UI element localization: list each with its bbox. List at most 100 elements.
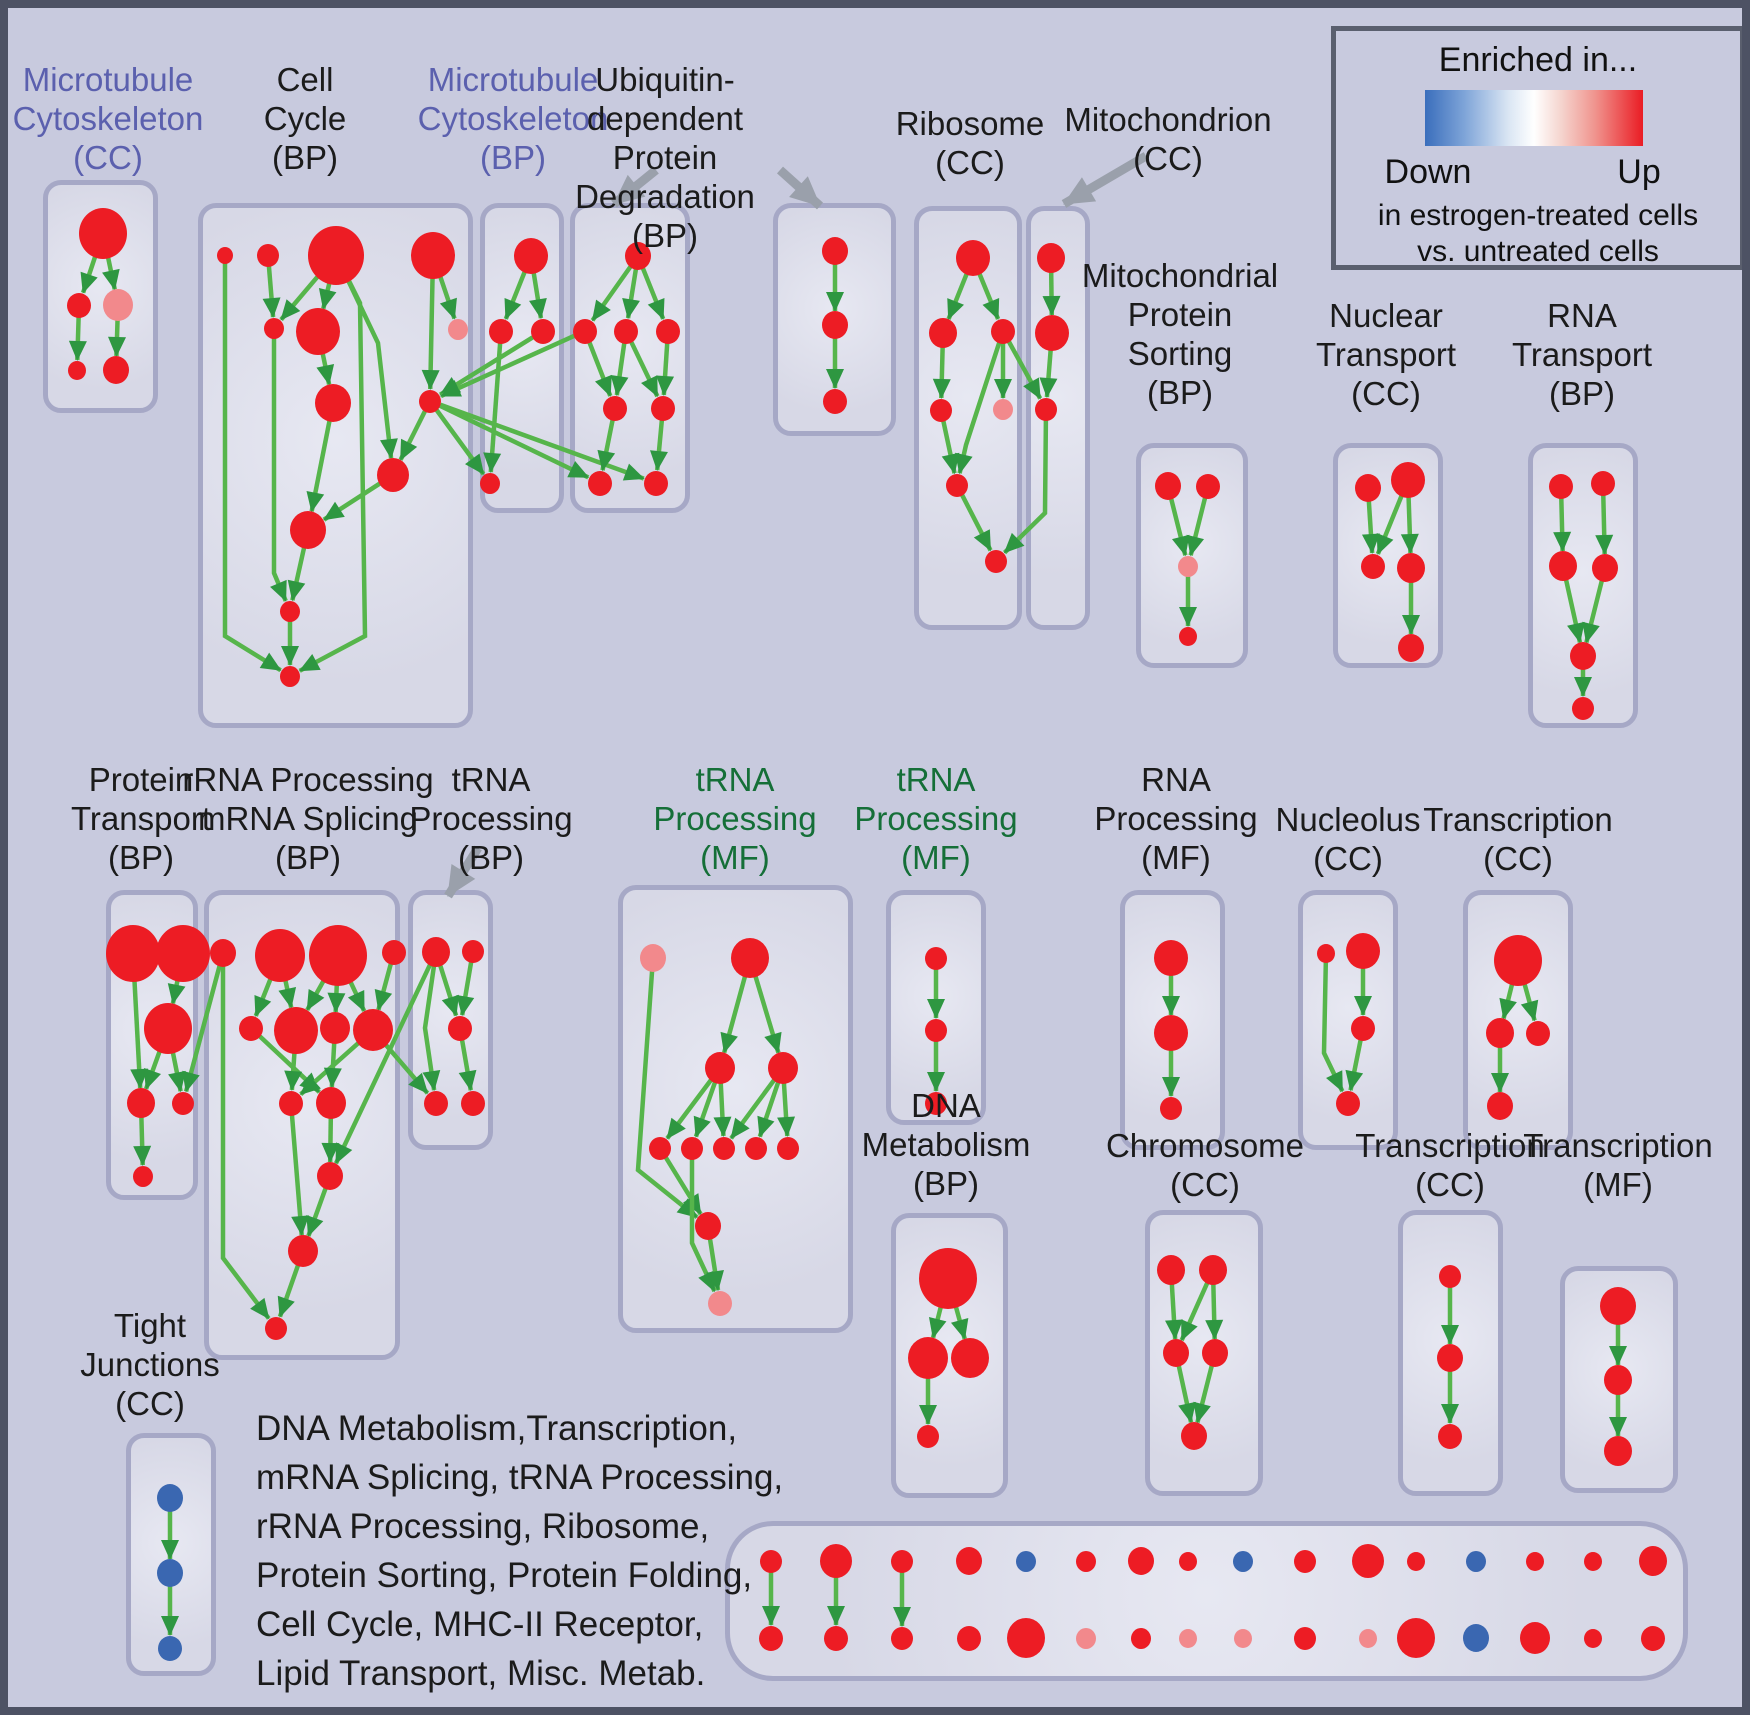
go-term-node-rr-11 — [288, 1235, 318, 1267]
go-term-node-cc-11 — [280, 600, 300, 622]
edge-arrow — [1186, 497, 1208, 557]
go-term-node-tm-3 — [768, 1052, 798, 1084]
group-label-pt: Protein Transport (BP) — [71, 761, 211, 876]
edge-arrow — [456, 961, 475, 1017]
edge-arrow — [1321, 961, 1345, 1093]
go-term-node-cc-10 — [290, 511, 326, 549]
go-term-node-mi-4 — [1016, 1550, 1036, 1572]
group-label-nt: Nuclear Transport (CC) — [1316, 297, 1456, 412]
edge-arrow — [262, 265, 281, 319]
edge-arrow — [1595, 494, 1614, 556]
edge-arrow — [1205, 1283, 1224, 1341]
edge-arrow — [287, 547, 307, 602]
go-term-node-rb-3 — [930, 398, 952, 422]
edge-arrow — [440, 333, 575, 399]
go-term-node-tm-0 — [640, 944, 666, 972]
go-term-node-rt-4 — [1570, 642, 1596, 670]
edge-arrow — [1499, 982, 1517, 1020]
go-term-node-mi-28 — [1463, 1624, 1489, 1652]
go-term-node-tb-0 — [422, 937, 450, 967]
edge-arrow — [1345, 1039, 1364, 1092]
go-term-node-mi-27 — [1397, 1618, 1435, 1658]
go-term-node-ch-0 — [1157, 1255, 1185, 1285]
go-term-node-nt-3 — [1397, 553, 1425, 583]
go-term-node-rt-3 — [1592, 554, 1618, 582]
go-term-node-cc-5 — [296, 307, 340, 355]
go-term-node-t2-3 — [1487, 1092, 1513, 1120]
legend-title: Enriched in... — [1438, 41, 1638, 79]
group-label-mc: Microtubule Cytoskeleton (CC) — [12, 61, 204, 176]
go-term-node-ch-3 — [1202, 1339, 1228, 1367]
go-term-node-mi-16 — [759, 1625, 783, 1651]
go-term-node-mt-1 — [1035, 315, 1069, 351]
edge-arrow — [1165, 1283, 1183, 1341]
go-term-node-ts-1 — [925, 1018, 947, 1042]
label-pointer-arrow — [444, 845, 482, 899]
group-label-nc: Nucleolus (CC) — [1275, 801, 1421, 877]
go-term-node-ts-2 — [925, 1091, 947, 1115]
edge-arrow — [133, 1116, 152, 1167]
footnote-line: DNA Metabolism,Transcription, — [256, 1409, 738, 1448]
go-term-node-ub-4 — [603, 395, 627, 421]
go-term-node-mi-1 — [820, 1544, 852, 1578]
edge-arrow — [323, 1042, 342, 1089]
go-term-node-u2-1 — [822, 311, 848, 339]
go-term-node-mt-2 — [1035, 397, 1057, 421]
go-term-node-mc-2 — [103, 289, 133, 321]
edge-arrow — [102, 256, 120, 291]
go-term-node-rr-0 — [210, 939, 236, 967]
go-term-node-rr-12 — [265, 1316, 287, 1340]
go-term-node-tm-5 — [681, 1136, 703, 1160]
go-term-node-ub-7 — [644, 470, 668, 496]
group-label-tb: tRNA Processing (BP) — [409, 761, 573, 876]
edge-arrow — [346, 279, 398, 460]
go-term-node-cc-7 — [315, 384, 351, 422]
group-box-rt — [1528, 443, 1638, 728]
go-term-node-tb-2 — [448, 1015, 472, 1041]
edge-arrow — [321, 1117, 340, 1164]
go-term-node-rr-7 — [353, 1009, 393, 1051]
go-term-node-u2-2 — [823, 388, 847, 414]
edge-arrow — [270, 338, 288, 602]
go-term-node-tm-1 — [731, 938, 769, 978]
go-term-node-cc-8 — [419, 389, 441, 413]
edge-arrow — [706, 1238, 724, 1292]
edge-arrow — [1553, 497, 1572, 553]
edge-arrow — [483, 342, 503, 474]
edge-arrow — [68, 316, 87, 362]
go-term-node-mi-25 — [1294, 1626, 1316, 1650]
group-label-dm: DNA Metabolism (BP) — [861, 1087, 1031, 1202]
edge-arrow — [316, 352, 335, 386]
edge-arrow — [439, 335, 534, 397]
go-term-node-ub-1 — [573, 318, 597, 344]
group-label-mb: Microtubule Cytoskeleton (BP) — [417, 61, 609, 176]
go-term-node-ub-0 — [625, 242, 651, 270]
edge-arrow — [306, 1187, 328, 1237]
go-term-node-mb-0 — [514, 238, 548, 274]
edge-arrow — [977, 272, 1001, 320]
go-term-node-t4-1 — [1604, 1365, 1632, 1395]
group-label-t4: Transcription (MF) — [1523, 1127, 1713, 1203]
edge-arrow — [438, 403, 590, 480]
go-term-node-ts-0 — [925, 946, 947, 970]
footnote-line: mRNA Splicing, tRNA Processing, — [256, 1458, 784, 1497]
edge-arrow — [590, 265, 633, 322]
go-term-node-ch-4 — [1181, 1422, 1207, 1450]
footnote-line: Protein Sorting, Protein Folding, — [256, 1556, 753, 1595]
footnote-text: DNA Metabolism,Transcription, mRNA Splic… — [256, 1404, 783, 1698]
edge-arrow — [168, 1051, 186, 1093]
edge-arrow — [729, 1078, 776, 1140]
go-term-node-dm-1 — [908, 1337, 948, 1379]
go-term-node-mi-31 — [1641, 1625, 1665, 1651]
edge-arrow — [1361, 500, 1380, 555]
go-term-node-mi-14 — [1584, 1551, 1602, 1571]
edge-arrow — [374, 963, 394, 1011]
edge-arrow — [398, 409, 428, 461]
go-term-node-rt-5 — [1572, 696, 1594, 720]
edge-arrow — [458, 1039, 477, 1092]
group-label-t2: Transcription (CC) — [1423, 801, 1613, 877]
edge-arrow — [1006, 340, 1043, 400]
label-pointer-arrow — [1061, 152, 1149, 208]
group-label-ch: Chromosome (CC) — [1105, 1127, 1305, 1203]
go-term-node-rr-2 — [309, 924, 367, 986]
